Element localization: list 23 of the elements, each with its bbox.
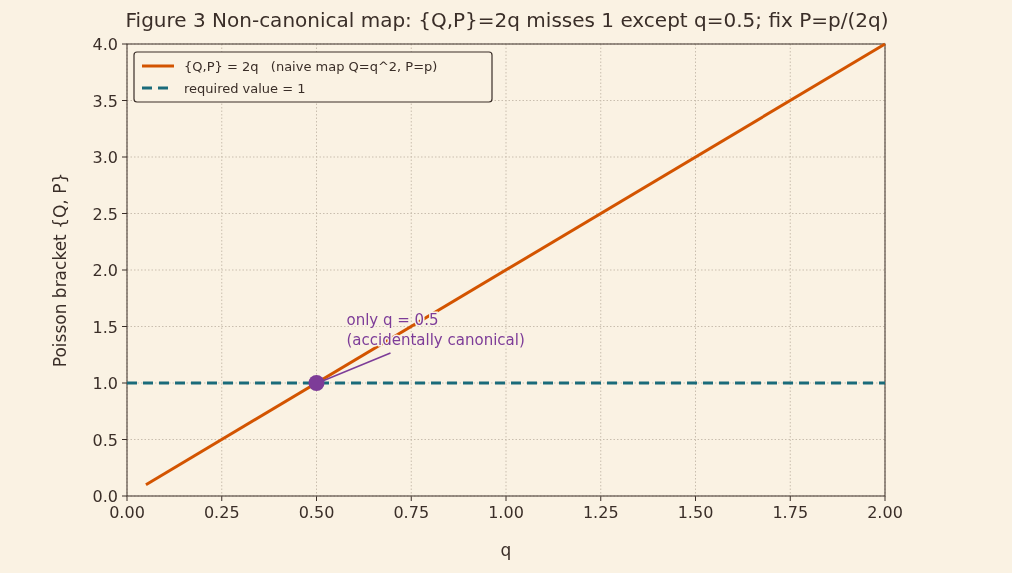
x-tick-label: 1.25 [582,503,619,522]
chart-title: Figure 3 Non-canonical map: {Q,P}=2q misses 1 except q=0.5; fix P=p/(2q) [125,8,889,32]
x-tick-label: 0.00 [109,503,145,522]
x-tick-label: 0.50 [298,503,335,522]
x-tick-label: 1.00 [488,503,524,522]
y-tick-label: 2.5 [92,204,118,224]
y-tick-label: 3.5 [92,91,118,111]
x-tick-label: 0.75 [393,503,430,522]
y-tick-label: 0.0 [92,487,118,506]
x-tick-label: 1.75 [772,503,809,522]
y-tick-label: 2.0 [92,261,118,280]
x-tick-label: 1.50 [677,503,714,522]
x-axis-title: q [500,540,512,560]
x-tick-label: 0.25 [203,503,240,522]
legend-label: required value = 1 [184,81,306,96]
y-tick-label: 1.0 [92,374,118,393]
y-tick-label: 0.5 [92,430,118,450]
y-tick-label: 3.0 [92,148,118,167]
y-tick-label: 4.0 [92,35,118,54]
x-tick-label: 2.00 [867,503,903,522]
y-axis-title: Poisson bracket {Q, P} [50,172,70,368]
legend-label: {Q,P} = 2q (naive map Q=q^2, P=p) [184,59,438,74]
y-tick-label: 1.5 [92,317,118,337]
